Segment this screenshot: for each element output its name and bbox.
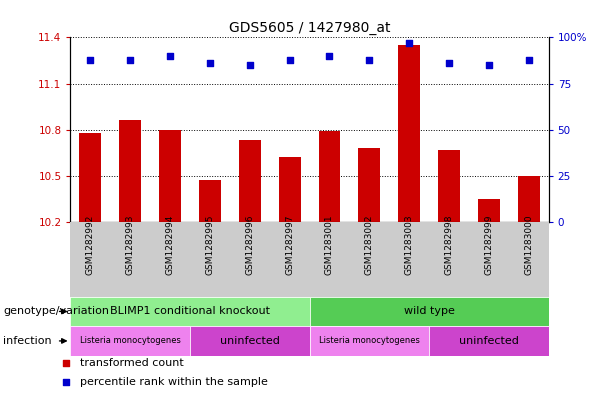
Point [325, 53, 335, 59]
Text: uninfected: uninfected [220, 336, 280, 346]
Point [166, 53, 175, 59]
Point [125, 56, 135, 62]
Text: transformed count: transformed count [80, 358, 184, 368]
Point [524, 56, 533, 62]
Bar [478, 199, 500, 222]
Text: wild type: wild type [404, 307, 454, 316]
Point [61, 360, 70, 366]
Bar [279, 158, 300, 222]
Point [86, 56, 96, 62]
Point [405, 40, 414, 46]
Bar [159, 130, 181, 222]
Bar [429, 326, 549, 356]
Point [205, 60, 215, 66]
Bar [80, 133, 101, 222]
Text: percentile rank within the sample: percentile rank within the sample [80, 376, 268, 387]
Bar [70, 326, 190, 356]
Bar [518, 176, 539, 222]
Point [444, 60, 454, 66]
Text: BLIMP1 conditional knockout: BLIMP1 conditional knockout [110, 307, 270, 316]
Text: genotype/variation: genotype/variation [3, 307, 109, 316]
Bar [310, 297, 549, 326]
Bar [190, 326, 310, 356]
Bar [398, 45, 420, 222]
Text: uninfected: uninfected [459, 336, 519, 346]
Point [245, 62, 255, 68]
Point [284, 56, 294, 62]
Bar [239, 140, 261, 222]
Point [364, 56, 374, 62]
Bar [319, 131, 340, 222]
Point [61, 378, 70, 385]
Bar [199, 180, 221, 222]
Bar [359, 148, 380, 222]
Bar [310, 326, 429, 356]
Bar [70, 297, 310, 326]
Text: Listeria monocytogenes: Listeria monocytogenes [80, 336, 181, 345]
Bar [438, 150, 460, 222]
Text: Listeria monocytogenes: Listeria monocytogenes [319, 336, 420, 345]
Point [484, 62, 494, 68]
Text: infection: infection [3, 336, 51, 346]
Bar [120, 121, 141, 222]
Title: GDS5605 / 1427980_at: GDS5605 / 1427980_at [229, 21, 390, 35]
